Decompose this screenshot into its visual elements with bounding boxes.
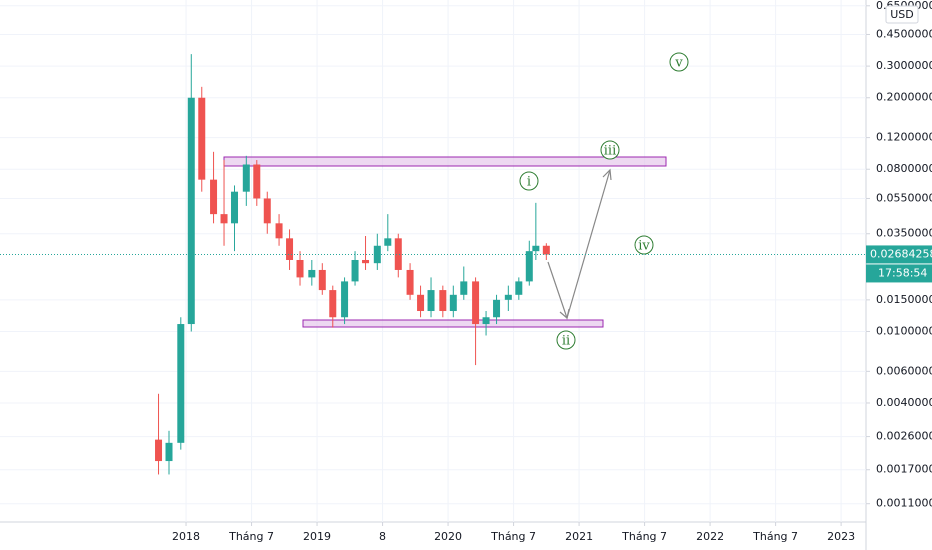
y-tick-label: 0.00260000 [876, 430, 932, 443]
y-tick-label: 0.00110000 [876, 497, 932, 510]
y-tick-label: 0.05500000 [876, 191, 932, 204]
candle-body [532, 245, 540, 252]
candle-body [187, 97, 195, 325]
candle-body [263, 198, 271, 224]
candle-body [515, 281, 523, 295]
candle-body [384, 238, 392, 246]
wave-label: v [674, 56, 683, 71]
candle-body [427, 290, 435, 312]
candle-body [177, 324, 185, 443]
arrow-head [559, 308, 570, 320]
candle-body [525, 251, 533, 282]
wave-label: ii [562, 334, 570, 349]
candles [155, 54, 550, 475]
x-tick-label: 2019 [303, 530, 331, 543]
candle-body [406, 269, 414, 295]
wave-label: iii [604, 144, 616, 159]
candle-body [253, 164, 261, 199]
wave-circle [634, 235, 654, 255]
candle-body [318, 269, 326, 291]
wave-circle [556, 330, 576, 350]
last-price-badge [866, 245, 932, 264]
candle-body [362, 259, 370, 264]
x-tick-label: 2023 [827, 530, 855, 543]
candle-body [341, 281, 349, 318]
x-tick-label: 2021 [565, 530, 593, 543]
countdown: 17:58:54 [878, 266, 927, 279]
y-tick-label: 0.01000000 [876, 324, 932, 337]
wave-circle [669, 52, 689, 72]
currency: USD [890, 8, 914, 21]
x-tick-label: Tháng 7 [490, 530, 536, 543]
wave-labels: i ii iii iv v [519, 52, 689, 350]
currency-badge [885, 5, 919, 24]
candle-body [275, 223, 283, 239]
candle-body [329, 290, 337, 318]
candle-body [504, 294, 512, 300]
candle-body [210, 179, 218, 215]
y-tick-label: 0.12000000 [876, 131, 932, 144]
x-tick-label: 8 [379, 530, 386, 543]
candle-body [493, 299, 501, 318]
candle-body [165, 442, 173, 462]
candle-body [231, 191, 239, 224]
y-tick-label: 0.30000000 [876, 59, 932, 72]
wave-label: i [527, 175, 531, 190]
candle-body [460, 281, 468, 295]
candle-body [155, 439, 163, 462]
last-price-label: 0.02684258 [870, 247, 932, 260]
x-tick-label: 2018 [172, 530, 200, 543]
x-tick-label: 2022 [696, 530, 724, 543]
candle-body [308, 269, 316, 278]
countdown-badge [866, 264, 932, 283]
x-tick-label: 2020 [434, 530, 462, 543]
candle-body [482, 317, 490, 325]
x-tick-label: Tháng 7 [752, 530, 798, 543]
candle-body [449, 294, 457, 312]
grid [0, 0, 866, 522]
arrow-head [602, 168, 612, 181]
resistance-box [223, 156, 667, 167]
wave-circle [600, 140, 620, 160]
candle-body [220, 214, 228, 224]
candle-body [472, 281, 480, 325]
candle-body [373, 245, 381, 264]
candle-body [242, 164, 250, 192]
candle-body [439, 290, 447, 312]
y-tick-label: 0.20000000 [876, 91, 932, 104]
y-tick-label: 0.45000000 [876, 27, 932, 40]
y-tick-label: 0.00400000 [876, 396, 932, 409]
x-tick-label: Tháng 7 [621, 530, 667, 543]
candle-body [542, 245, 550, 255]
y-tick-label: 0.03500000 [876, 227, 932, 240]
candle-body [417, 294, 425, 312]
y-tick-label: 0.01500000 [876, 293, 932, 306]
y-tick-label: 0.08000000 [876, 162, 932, 175]
candle-body [198, 97, 206, 180]
candle-body [351, 259, 359, 282]
wave-circle [519, 171, 539, 191]
wave-label: iv [638, 239, 650, 254]
y-tick-label: 0.00600000 [876, 364, 932, 377]
candle-body [394, 238, 402, 270]
support-box [302, 319, 604, 328]
y-tick-label: 0.00170000 [876, 463, 932, 476]
candle-body [286, 238, 294, 260]
candle-body [296, 259, 304, 278]
x-tick-label: Tháng 7 [228, 530, 274, 543]
